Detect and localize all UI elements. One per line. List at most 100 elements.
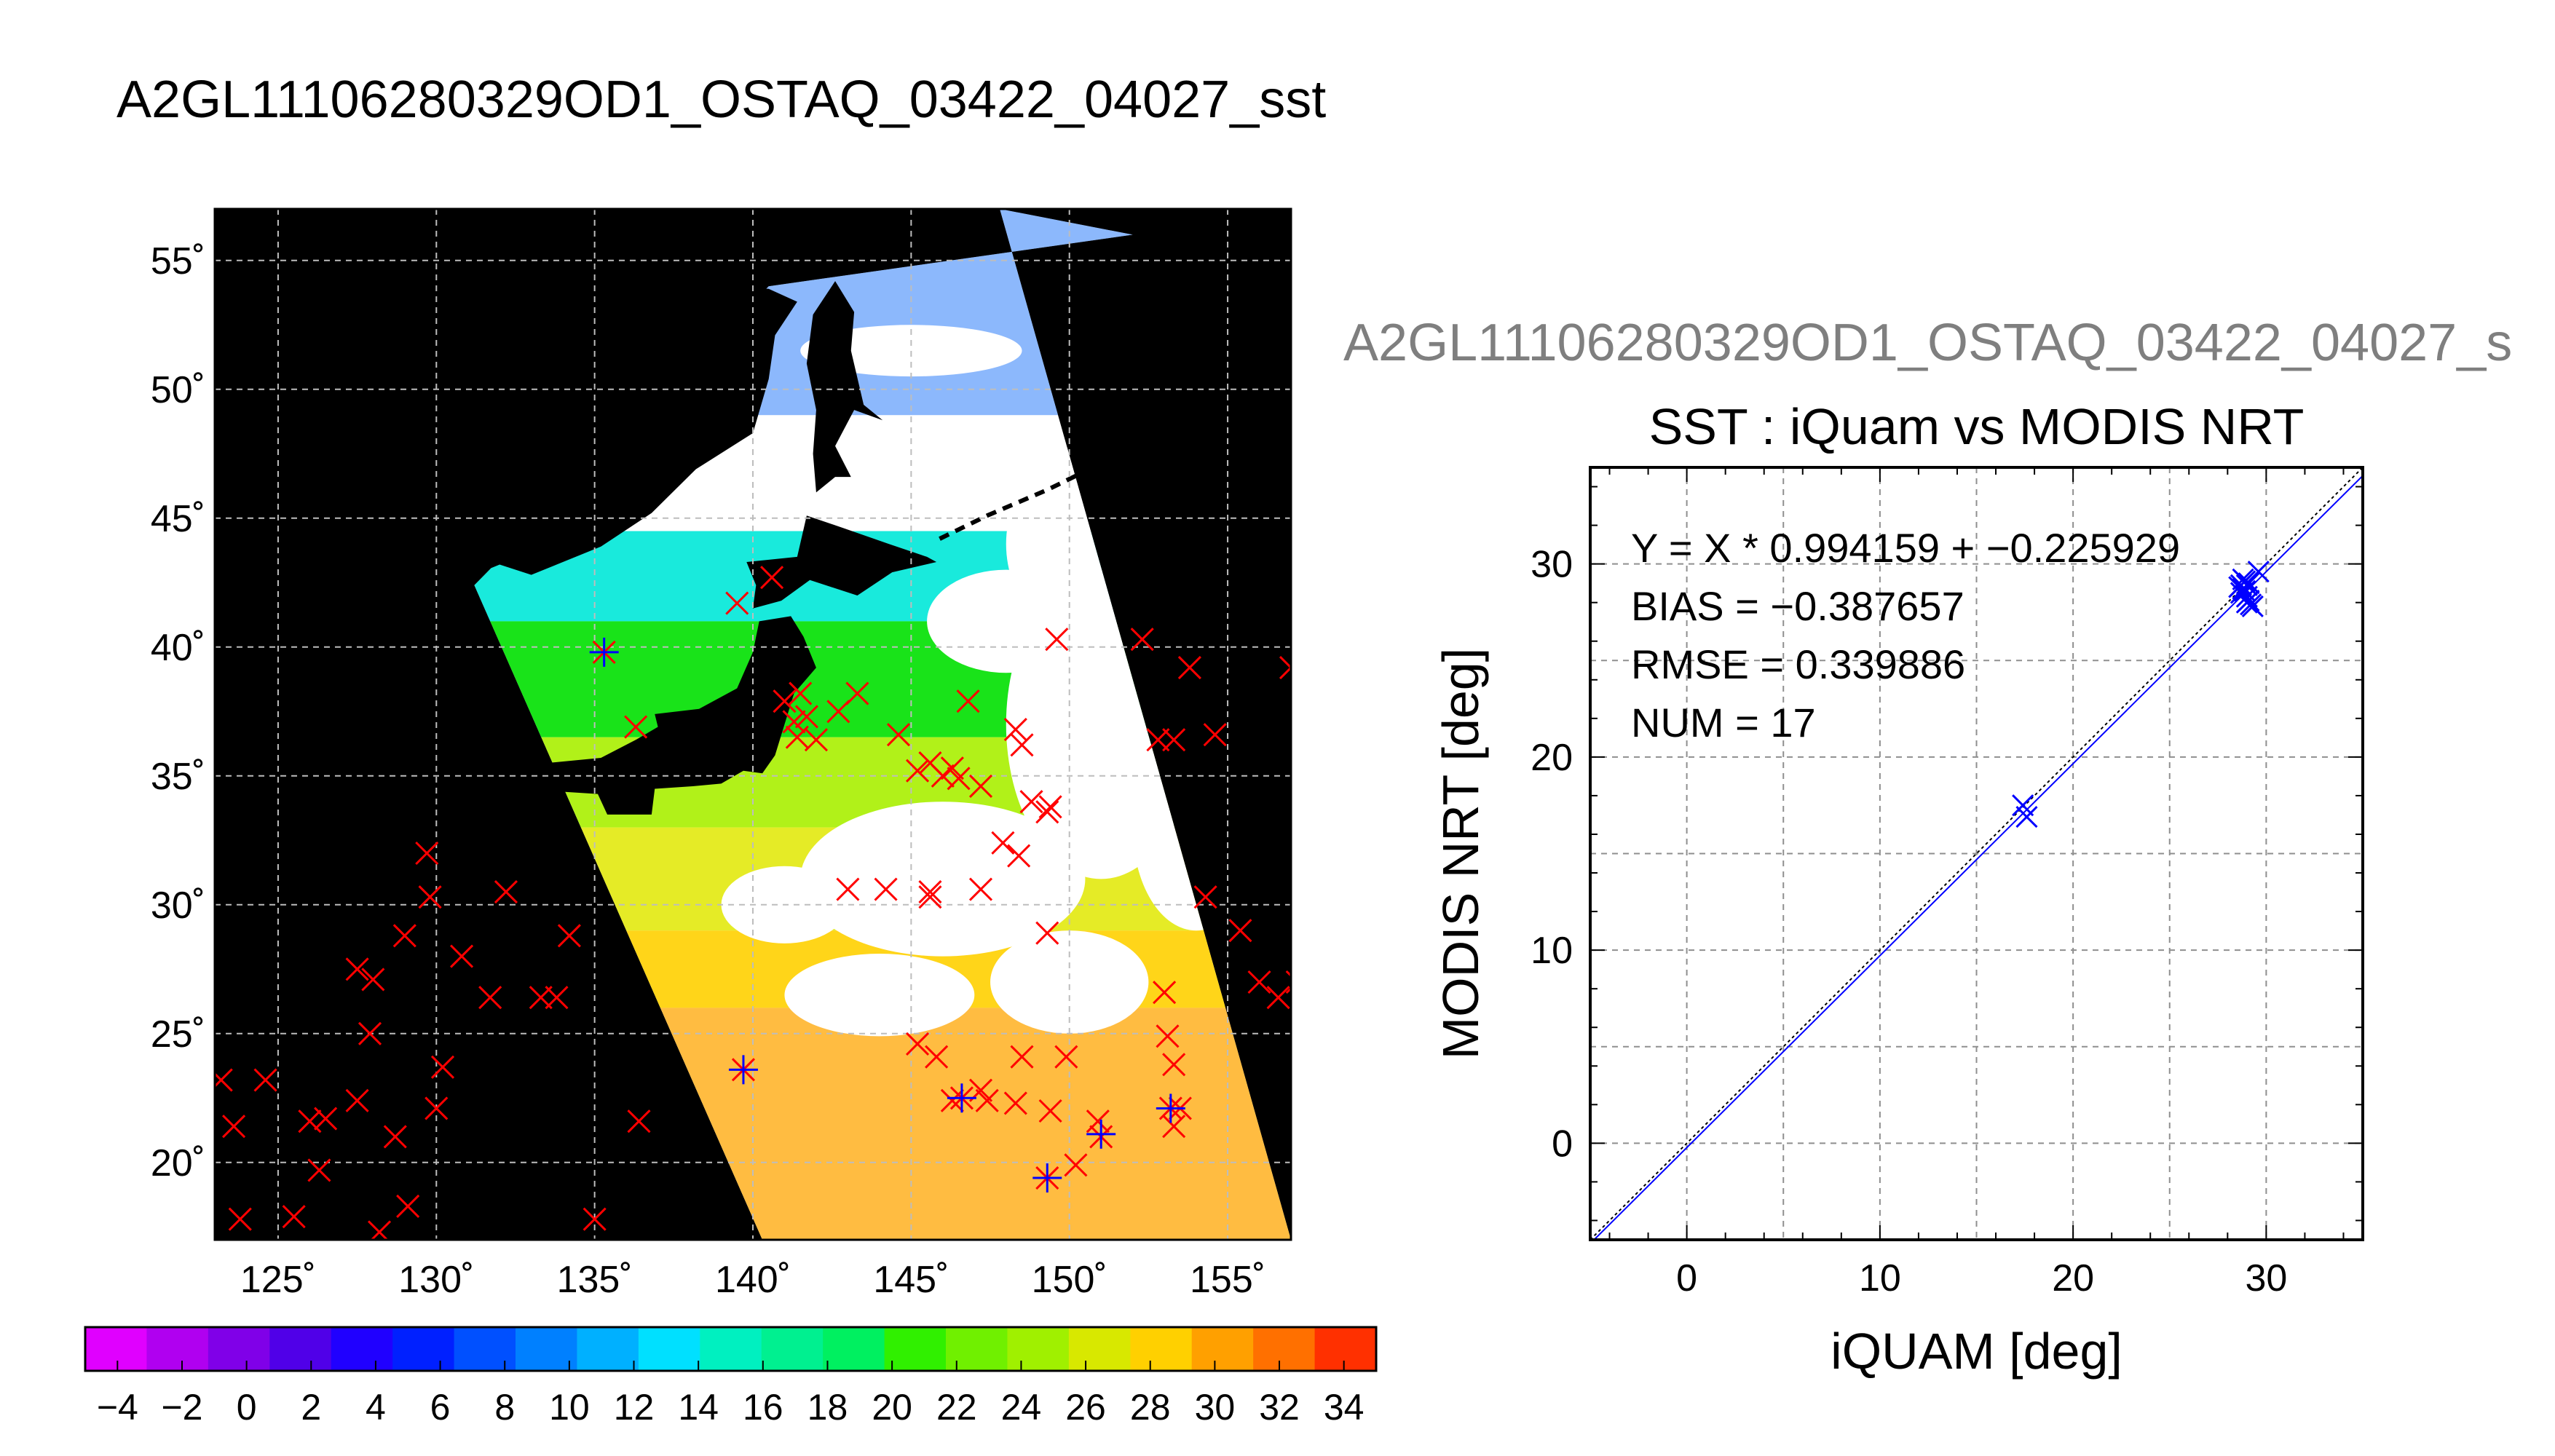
scatter-x-tick: 30 [2245,1257,2287,1299]
buoy-marker [905,759,930,783]
scatter-point [2015,806,2038,828]
colorbar: −4 −2 0 2 4 6 8 10 12 14 16 18 20 22 24 26 28 30 32 34 [84,1326,1378,1428]
buoy-marker [314,1107,338,1131]
buoy-marker [345,1088,369,1112]
buoy-marker [415,841,439,866]
regression-line [1592,475,2363,1240]
scatter-ylabel: MODIS NRT [deg] [1432,648,1489,1059]
colorbar-label: 6 [430,1387,451,1428]
colorbar-segment [1314,1327,1377,1371]
buoy-marker [383,1125,407,1149]
scatter-x-tick: 10 [1859,1257,1901,1299]
buoy-marker [1064,1153,1088,1177]
buoy-marker [361,968,385,992]
buoy-marker [1010,733,1034,757]
matchup-marker [589,637,619,667]
buoy-marker [1003,1091,1027,1115]
colorbar-segment [331,1327,393,1371]
colorbar-segment [577,1327,639,1371]
colorbar-label: 32 [1259,1387,1300,1428]
scatter-panel: SST : iQuam vs MODIS NRT Y = X * 0.994159… [1432,398,2364,1380]
scatter-lines [1590,467,2363,1240]
map-lon-tick: 125˚ [240,1259,316,1301]
colorbar-label: 22 [936,1387,977,1428]
buoy-marker [968,877,993,901]
colorbar-segment [638,1327,700,1371]
buoy-marker [1153,981,1177,1005]
land [215,209,1291,818]
matchup-marker [728,1055,758,1085]
map-panel: 125˚ 130˚ 135˚ 140˚ 145˚ 150˚ 155˚ 55˚ 50˚ 45˚ 40˚… [151,207,1292,1301]
buoy-marker [228,1207,252,1231]
map-lon-tick: 130˚ [398,1259,474,1301]
scatter-y-tick: 10 [1531,930,1573,972]
buoy-marker [940,1088,964,1112]
colorbar-label: 16 [743,1387,783,1428]
colorbar-frame [84,1326,1378,1372]
map-lat-tick: 25˚ [151,1013,205,1056]
colorbar-label: 24 [1001,1387,1042,1428]
colorbar-segment [761,1327,824,1371]
buoy-marker [1177,656,1201,680]
buoy-marker [1156,1024,1180,1048]
buoy-marker [1162,1053,1186,1077]
buoy-marker [1035,921,1059,945]
colorbar-segment [269,1327,332,1371]
colorbar-segment [454,1327,516,1371]
buoy-marker [253,1068,277,1092]
buoy-marker [1228,919,1252,943]
scatter-header-title: A2GL11106280329OD1_OSTAQ_03422_04027_s [1343,314,2513,372]
map-lon-tick: 155˚ [1190,1259,1265,1301]
buoy-marker [215,1068,233,1092]
colorbar-segment [516,1327,577,1371]
scatter-point [2235,585,2258,608]
map-lat-tick: 35˚ [151,756,205,798]
buoy-marker [358,1021,382,1045]
buoy-marker [826,700,850,724]
scatter-point [2230,582,2252,604]
buoy-marker [1086,1109,1110,1133]
colorbar-label: 28 [1130,1387,1171,1428]
colorbar-segment [85,1327,147,1371]
colorbar-segment [1130,1327,1193,1371]
colorbar-label: 18 [807,1387,848,1428]
stats-line: NUM = 17 [1631,700,1816,745]
scatter-title: SST : iQuam vs MODIS NRT [1649,398,2305,455]
stats-line: BIAS = −0.387657 [1631,583,1964,629]
colorbar-segment [1007,1327,1070,1371]
map-lon-tick: 145˚ [873,1259,949,1301]
scatter-y-tick: 30 [1531,544,1573,586]
colorbar-label: 12 [614,1387,655,1428]
colorbar-segment [1253,1327,1316,1371]
buoy-marker [1162,728,1186,752]
buoy-marker [968,774,993,799]
colorbar-label: 8 [494,1387,515,1428]
matchup-marker [1032,1163,1062,1193]
map-lat-tick: 30˚ [151,885,205,927]
buoy-marker [725,591,749,615]
buoy-marker [925,1045,949,1069]
colorbar-label: 10 [549,1387,590,1428]
buoy-marker [222,1115,246,1139]
scatter-point [2238,572,2260,595]
colorbar-segment [884,1327,947,1371]
buoy-marker [905,1032,930,1056]
buoy-marker [396,1194,420,1219]
colorbar-segment [208,1327,270,1371]
figure-title: A2GL11106280329OD1_OSTAQ_03422_04027_sst [117,71,1327,129]
buoy-marker [918,885,942,909]
colorbar-label: 2 [301,1387,321,1428]
map-lat-tick: 55˚ [151,240,205,282]
buoy-marker [627,1109,651,1133]
colorbar-segment [1191,1327,1254,1371]
buoy-marker [1019,790,1043,814]
colorbar-label: −2 [161,1387,202,1428]
buoy-marker [1203,723,1227,747]
scatter-frame [1589,466,2364,1241]
buoy-marker [494,880,518,904]
buoy-marker [836,877,860,901]
colorbar-label: 34 [1324,1387,1365,1428]
colorbar-segment [823,1327,885,1371]
buoy-marker [1010,1045,1034,1069]
buoy-marker [557,924,581,948]
